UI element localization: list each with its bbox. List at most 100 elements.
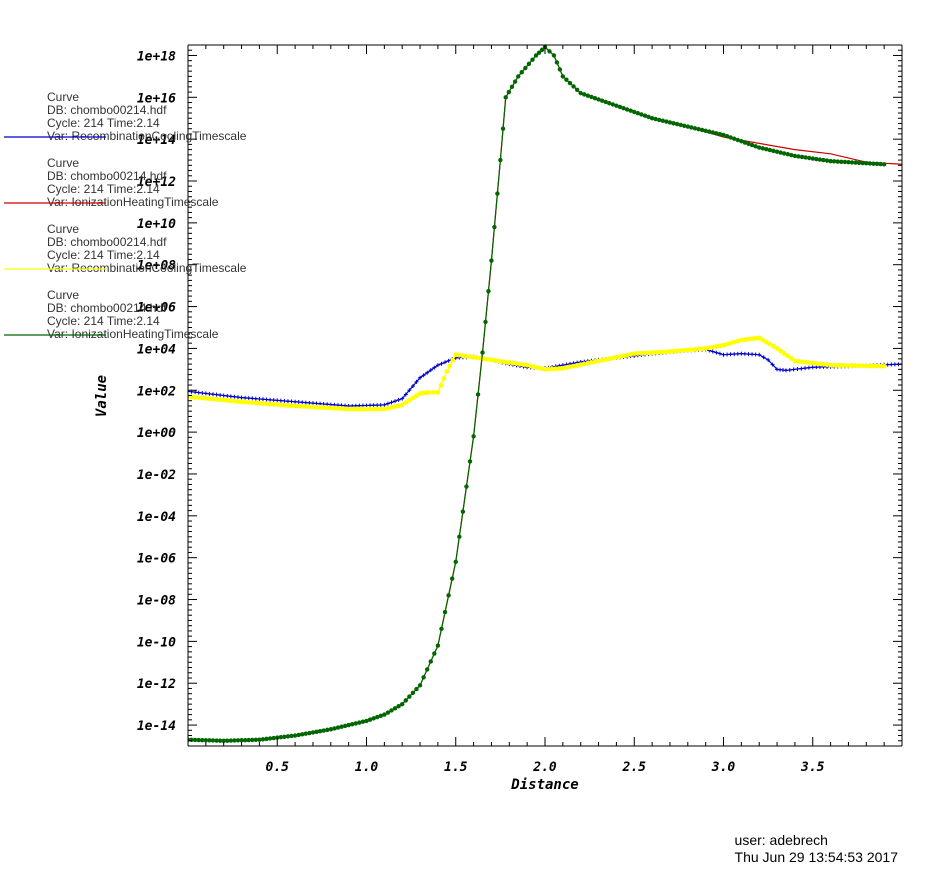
- series-marker: [739, 351, 744, 356]
- series-marker: [621, 105, 626, 111]
- y-tick-label: 1e-04: [137, 510, 176, 525]
- series-marker: [349, 406, 355, 412]
- series-marker: [821, 157, 826, 163]
- series-marker: [578, 90, 583, 96]
- series-marker: [639, 112, 644, 117]
- series-marker: [431, 389, 436, 395]
- series-marker: [849, 160, 855, 165]
- series-marker: [810, 360, 816, 366]
- series-marker: [382, 712, 387, 717]
- series-marker: [599, 357, 605, 363]
- legend-text: Cycle: 214 Time:2.14: [47, 116, 160, 130]
- series-marker: [510, 360, 516, 366]
- legend-text: Var: IonizationHeatingTimescale: [47, 195, 219, 209]
- series-marker: [246, 399, 252, 405]
- series-marker: [771, 343, 776, 349]
- series-marker: [375, 403, 380, 408]
- series-marker: [296, 732, 301, 738]
- series-marker: [671, 121, 676, 126]
- series-marker: [242, 737, 248, 743]
- series-marker: [770, 362, 775, 367]
- series-marker: [246, 737, 251, 743]
- series-marker: [292, 403, 298, 409]
- series-marker: [516, 74, 521, 79]
- series-marker: [498, 157, 503, 163]
- series-marker: [368, 403, 373, 408]
- legend-text: Curve: [47, 90, 79, 104]
- series-marker: [881, 363, 887, 369]
- series-marker: [278, 735, 284, 740]
- series-marker: [439, 361, 444, 366]
- series-marker: [303, 400, 308, 405]
- series-marker: [764, 147, 769, 152]
- series-marker: [235, 395, 240, 400]
- series-marker: [539, 47, 545, 53]
- series-marker: [614, 103, 619, 108]
- series-marker: [314, 401, 319, 406]
- series-marker: [863, 363, 869, 369]
- series-marker: [642, 350, 648, 356]
- series-marker: [530, 57, 535, 62]
- series-marker: [596, 358, 601, 364]
- series-marker: [517, 361, 523, 367]
- series-marker: [421, 373, 426, 378]
- series-marker: [486, 289, 491, 294]
- series-marker: [760, 337, 766, 343]
- series-marker: [375, 714, 380, 720]
- series-marker: [753, 144, 758, 149]
- series-marker: [192, 394, 198, 400]
- series-marker: [392, 706, 398, 711]
- series-marker: [239, 395, 244, 400]
- series-marker: [464, 353, 469, 359]
- series-marker: [467, 459, 473, 464]
- series-marker: [218, 393, 223, 398]
- footer-user: user: adebrech: [734, 832, 828, 848]
- series-marker: [264, 397, 269, 402]
- series-marker: [474, 355, 480, 361]
- series-marker: [250, 396, 255, 401]
- series-marker: [481, 356, 487, 362]
- series-marker: [692, 346, 698, 352]
- series-marker: [810, 156, 815, 161]
- series-marker: [589, 360, 594, 365]
- series-marker: [460, 353, 466, 359]
- series-marker: [207, 391, 212, 396]
- series-marker: [475, 392, 481, 397]
- series-marker: [264, 736, 269, 742]
- series-marker: [426, 389, 432, 395]
- series-marker: [603, 357, 609, 362]
- series-marker: [735, 137, 740, 143]
- series-marker: [632, 109, 637, 115]
- series-marker: [757, 145, 762, 150]
- series-marker: [791, 367, 796, 372]
- series-marker: [864, 161, 869, 166]
- legend-text: DB: chombo00214.hdf: [47, 103, 167, 117]
- series-marker: [519, 70, 524, 75]
- series-marker: [285, 403, 291, 408]
- series-marker: [817, 361, 823, 367]
- series-4: [188, 45, 887, 743]
- series-marker: [357, 720, 362, 725]
- series-marker: [443, 360, 448, 365]
- series-marker: [264, 401, 269, 407]
- series-marker: [681, 347, 687, 353]
- series-marker: [317, 728, 323, 734]
- series-line: [188, 337, 885, 410]
- series-marker: [599, 98, 605, 103]
- x-tick-label: 0.5: [266, 760, 290, 775]
- series-marker: [210, 738, 216, 743]
- series-marker: [196, 737, 201, 743]
- series-marker: [746, 352, 751, 357]
- series-marker: [260, 737, 266, 742]
- series-marker: [725, 352, 730, 357]
- x-tick-label: 1.5: [444, 760, 468, 775]
- series-marker: [660, 349, 666, 355]
- series-marker: [371, 403, 376, 408]
- series-marker: [574, 87, 580, 92]
- series-marker: [196, 390, 201, 395]
- series-marker: [753, 352, 758, 357]
- series-marker: [610, 355, 616, 361]
- series-marker: [671, 348, 676, 354]
- series-marker: [285, 399, 290, 404]
